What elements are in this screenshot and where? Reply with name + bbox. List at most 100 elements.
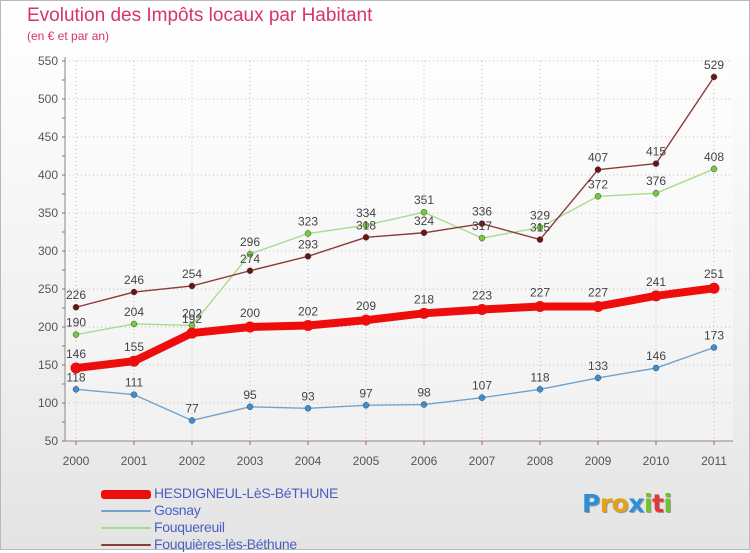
x-tick-label: 2005 bbox=[353, 454, 380, 468]
data-label: 223 bbox=[472, 289, 492, 303]
y-tick-label: 150 bbox=[38, 358, 58, 372]
data-label: 202 bbox=[298, 304, 318, 318]
data-label: 315 bbox=[530, 221, 550, 235]
y-tick-label: 350 bbox=[38, 206, 58, 220]
data-label: 351 bbox=[414, 193, 434, 207]
data-label: 107 bbox=[472, 379, 492, 393]
data-label: 529 bbox=[704, 58, 724, 72]
data-label: 227 bbox=[530, 285, 550, 299]
data-point bbox=[360, 314, 372, 326]
data-point bbox=[710, 73, 718, 81]
legend-label-hesdigneul: HESDIGNEUL-LèS-BéTHUNE bbox=[154, 485, 338, 501]
legend-label-gosnay: Gosnay bbox=[154, 502, 201, 518]
x-tick-label: 2002 bbox=[179, 454, 206, 468]
data-point bbox=[420, 208, 428, 216]
data-point bbox=[478, 220, 486, 227]
logo-letter: x bbox=[628, 489, 644, 518]
data-point bbox=[652, 189, 660, 197]
data-point bbox=[130, 391, 138, 398]
data-point bbox=[536, 386, 544, 393]
data-point bbox=[592, 300, 604, 312]
data-point bbox=[652, 160, 660, 167]
data-label: 317 bbox=[472, 219, 492, 233]
data-label: 93 bbox=[301, 389, 315, 403]
data-label: 293 bbox=[298, 237, 318, 251]
logo-letter: P bbox=[582, 489, 600, 518]
data-point bbox=[362, 402, 370, 409]
data-label: 77 bbox=[185, 401, 199, 415]
data-point bbox=[536, 236, 544, 243]
data-label: 118 bbox=[66, 370, 85, 384]
data-point bbox=[244, 321, 256, 333]
data-label: 146 bbox=[66, 347, 86, 361]
data-point bbox=[710, 344, 718, 351]
y-tick-label: 250 bbox=[38, 282, 58, 296]
x-tick-label: 2010 bbox=[643, 454, 670, 468]
data-label: 192 bbox=[182, 312, 202, 326]
x-tick-label: 2000 bbox=[63, 454, 90, 468]
data-point bbox=[594, 374, 602, 382]
data-label: 146 bbox=[646, 349, 666, 363]
x-tick-label: 2008 bbox=[527, 454, 554, 468]
data-point bbox=[130, 288, 138, 296]
y-tick-label: 450 bbox=[38, 130, 58, 144]
data-point bbox=[72, 331, 80, 338]
chart-subtitle: (en € et par an) bbox=[27, 29, 110, 43]
y-tick-label: 400 bbox=[38, 168, 58, 182]
data-label: 111 bbox=[125, 376, 144, 390]
data-label: 323 bbox=[298, 215, 318, 229]
legend-swatch-fouquereuil bbox=[101, 527, 151, 529]
data-label: 254 bbox=[182, 267, 202, 281]
data-point bbox=[246, 250, 254, 258]
series-line-1 bbox=[75, 346, 715, 422]
data-point bbox=[302, 319, 314, 331]
data-point bbox=[534, 300, 546, 312]
data-label: 329 bbox=[530, 208, 550, 222]
data-label: 227 bbox=[588, 285, 608, 299]
x-tick-label: 2007 bbox=[469, 454, 496, 468]
data-point bbox=[652, 364, 660, 372]
y-tick-label: 500 bbox=[38, 92, 58, 106]
data-label: 118 bbox=[530, 370, 549, 384]
data-label: 251 bbox=[704, 267, 724, 281]
y-tick-label: 100 bbox=[38, 396, 58, 410]
data-label: 274 bbox=[240, 252, 260, 266]
y-tick-label: 300 bbox=[38, 244, 58, 258]
x-tick-label: 2009 bbox=[585, 454, 612, 468]
data-label: 407 bbox=[588, 151, 608, 165]
data-label: 204 bbox=[124, 305, 144, 319]
x-tick-label: 2004 bbox=[295, 454, 322, 468]
data-point bbox=[478, 234, 486, 242]
data-label: 246 bbox=[124, 273, 144, 287]
legend-label-fouquereuil: Fouquereuil bbox=[154, 519, 225, 535]
series-line-3 bbox=[75, 76, 715, 308]
data-label: 98 bbox=[417, 386, 431, 400]
y-tick-label: 50 bbox=[45, 434, 59, 448]
data-label: 408 bbox=[704, 150, 724, 164]
data-label: 226 bbox=[66, 288, 86, 302]
data-point bbox=[362, 234, 370, 241]
data-label: 95 bbox=[243, 388, 257, 402]
data-point bbox=[476, 304, 488, 316]
logo-letter: i bbox=[644, 489, 653, 518]
data-label: 372 bbox=[588, 177, 608, 191]
logo-letter: o bbox=[611, 489, 629, 518]
data-label: 415 bbox=[646, 145, 666, 159]
data-point bbox=[594, 166, 602, 173]
data-point bbox=[420, 229, 428, 237]
data-point bbox=[594, 193, 602, 200]
data-label: 173 bbox=[704, 329, 724, 343]
y-tick-label: 200 bbox=[38, 320, 58, 334]
data-label: 97 bbox=[359, 386, 373, 400]
data-point bbox=[304, 253, 312, 260]
data-label: 209 bbox=[356, 299, 376, 313]
data-point bbox=[72, 303, 80, 311]
data-label: 336 bbox=[472, 205, 492, 219]
data-point bbox=[70, 362, 82, 374]
x-tick-label: 2003 bbox=[237, 454, 264, 468]
data-point bbox=[128, 355, 140, 367]
data-point bbox=[478, 394, 486, 401]
data-point bbox=[536, 224, 544, 231]
